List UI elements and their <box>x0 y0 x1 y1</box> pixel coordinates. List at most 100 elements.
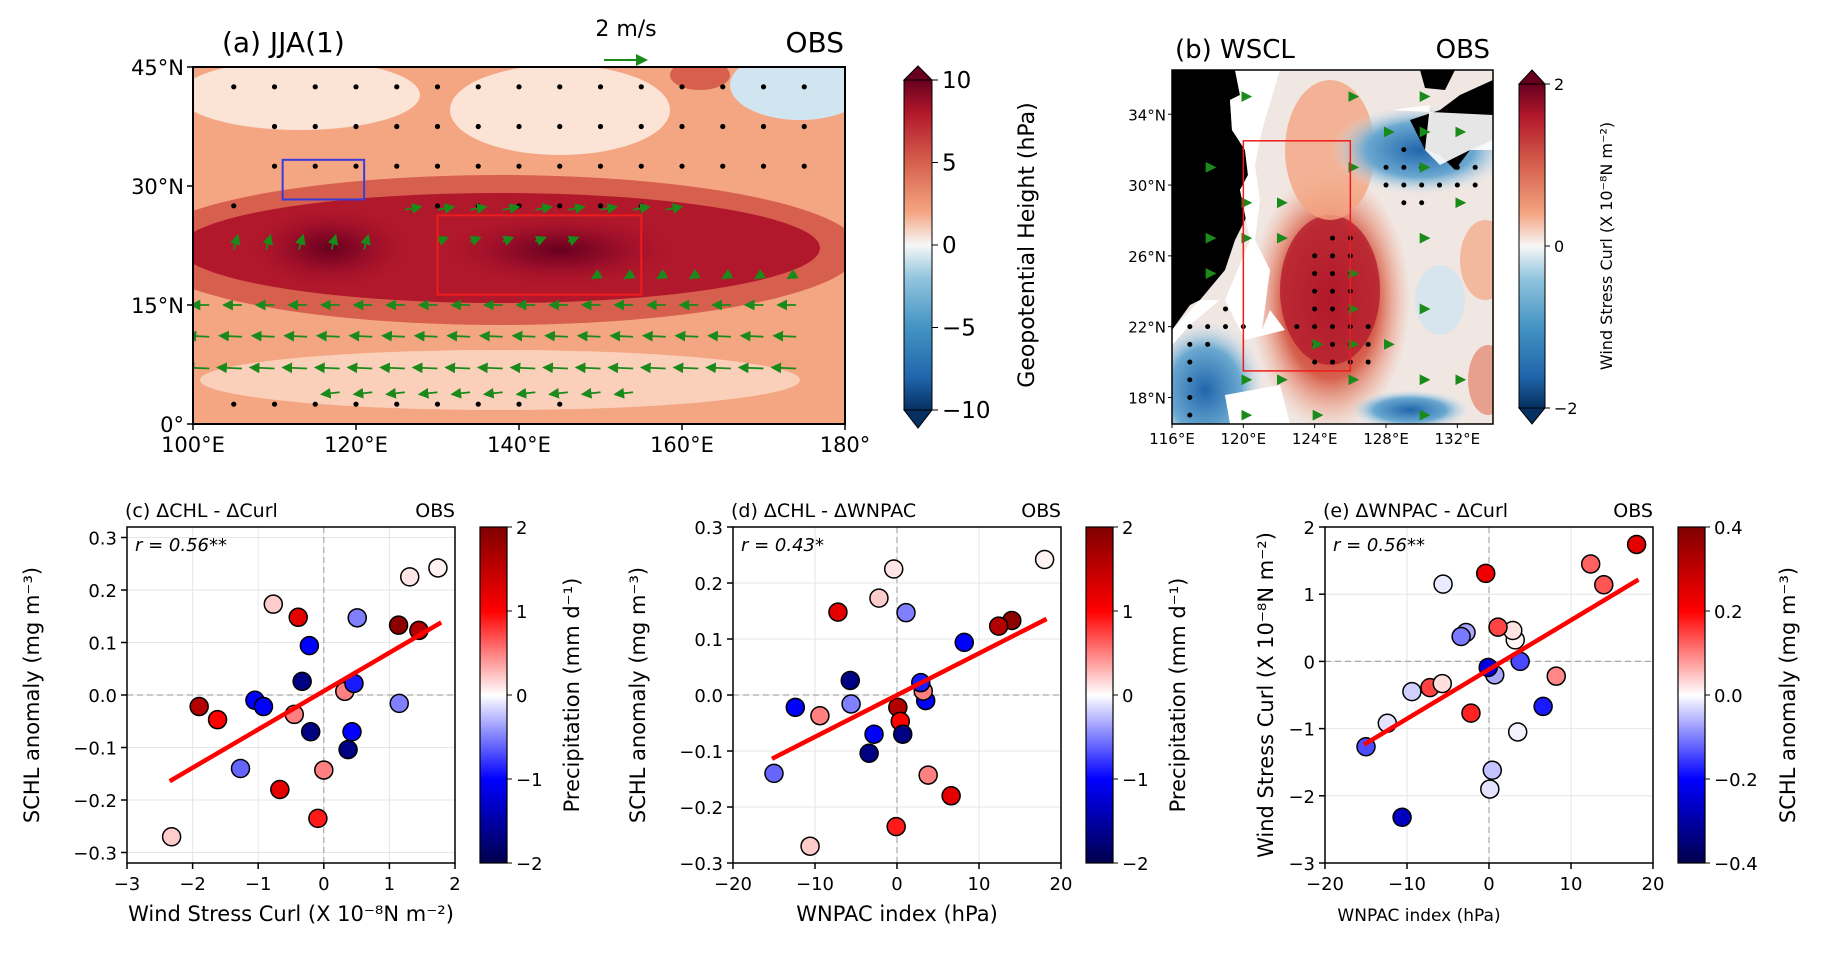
x-tick-label: 0 <box>318 874 329 895</box>
data-point <box>1547 667 1565 685</box>
stipple-dot <box>516 124 521 129</box>
stipple-dot <box>516 84 521 89</box>
data-point <box>765 764 783 782</box>
stipple-dot <box>516 164 521 169</box>
colorbar-tick-label: −1 <box>516 770 543 791</box>
data-point <box>348 609 366 627</box>
stipple-dot <box>761 124 766 129</box>
data-point <box>343 723 361 741</box>
x-tick-label-a: 160°E <box>650 433 714 457</box>
data-point <box>1452 628 1470 646</box>
colorbar-tick-label: −0.4 <box>1714 854 1758 875</box>
colorbar-a-tick-label: 5 <box>942 151 957 177</box>
data-point <box>955 633 973 651</box>
colorbar-a-tick-label: −5 <box>942 316 976 342</box>
y-tick-label-b: 22°N <box>1128 319 1166 337</box>
panel-c-obs-label: OBS <box>415 500 455 522</box>
stipple-dot <box>720 84 725 89</box>
colorbar-tick-label: 1 <box>516 602 527 623</box>
stipple-dot <box>272 164 277 169</box>
stipple-dot <box>1312 289 1317 294</box>
stipple-dot <box>1330 271 1335 276</box>
data-point <box>390 694 408 712</box>
colorbar-tick-label: 0.4 <box>1714 518 1743 539</box>
x-tick-label-b: 124°E <box>1292 430 1338 448</box>
data-point <box>829 603 847 621</box>
data-point <box>1403 683 1421 701</box>
y-tick-label: 0.2 <box>88 581 117 602</box>
stipple-dot <box>394 402 399 407</box>
x-tick-label: −20 <box>1306 874 1344 895</box>
x-tick-label: 2 <box>449 874 460 895</box>
stipple-dot <box>639 84 644 89</box>
data-point <box>1509 723 1527 741</box>
panel-c-colorbar: 210−1−2Precipitation (mm d⁻¹) <box>480 518 584 875</box>
stipple-dot <box>1330 306 1335 311</box>
stipple-dot <box>1366 324 1371 329</box>
stipple-dot <box>435 203 440 208</box>
panel-a-obs-label: OBS <box>785 26 844 59</box>
stipple-dot <box>598 124 603 129</box>
y-tick-label: −0.3 <box>73 844 117 865</box>
colorbar-label: SCHL anomaly (mg m⁻³) <box>1776 567 1800 823</box>
wind-arrow <box>707 367 731 368</box>
stipple-dot <box>802 164 807 169</box>
stipple-dot <box>1205 342 1210 347</box>
data-point <box>897 604 915 622</box>
data-point <box>841 671 859 689</box>
stipple-dot <box>557 84 562 89</box>
data-point <box>1481 780 1499 798</box>
colorbar-gradient <box>1678 527 1705 863</box>
wind-arrow <box>609 367 633 368</box>
wind-arrow <box>220 336 242 337</box>
wind-arrow <box>481 336 503 337</box>
panel-d-title: (d) ΔCHL - ΔWNPAC <box>731 500 916 522</box>
data-point <box>811 707 829 725</box>
stipple-dot <box>1473 183 1478 188</box>
stipple-dot <box>394 84 399 89</box>
data-point <box>842 695 860 713</box>
stipple-dot <box>313 402 318 407</box>
x-tick-label: 10 <box>968 874 991 895</box>
stipple-dot <box>1187 324 1192 329</box>
y-tick-label: −0.2 <box>73 791 117 812</box>
stipple-dot <box>1384 183 1389 188</box>
wind-arrow <box>742 336 764 337</box>
stipple-dot <box>476 402 481 407</box>
stipple-dot <box>1312 271 1317 276</box>
wind-arrow <box>577 367 601 368</box>
wind-arrow <box>285 336 307 337</box>
correlation-annotation: r = 0.43* <box>741 535 824 556</box>
data-point <box>1462 704 1480 722</box>
stipple-dot <box>1205 324 1210 329</box>
wind-arrow <box>546 336 568 337</box>
stipple-dot <box>1401 200 1406 205</box>
y-tick-label: 0.3 <box>88 529 117 550</box>
colorbar-tick-label: 0.0 <box>1714 686 1743 707</box>
x-tick-label: 1 <box>384 874 395 895</box>
x-tick-label: 10 <box>1560 874 1583 895</box>
stipple-dot <box>353 124 358 129</box>
x-tick-label-a: 120°E <box>324 433 388 457</box>
y-tick-label-a: 0° <box>160 413 184 437</box>
colorbar-b-tick-label: −2 <box>1554 399 1578 418</box>
data-point <box>309 809 327 827</box>
data-point <box>1477 564 1495 582</box>
data-point <box>865 725 883 743</box>
quiver-key-label: 2 m/s <box>595 17 656 42</box>
colorbar-label: Precipitation (mm d⁻¹) <box>1166 578 1190 813</box>
stipple-dot <box>272 402 277 407</box>
wind-arrow <box>251 367 275 368</box>
wind-arrow <box>318 336 340 337</box>
stipple-dot <box>272 84 277 89</box>
panel-b-obs-label: OBS <box>1436 35 1490 65</box>
data-point <box>990 617 1008 635</box>
wind-arrow <box>218 367 242 368</box>
colorbar-tick-label: 0.2 <box>1714 602 1743 623</box>
stipple-dot <box>1187 377 1192 382</box>
y-tick-label-b: 18°N <box>1128 389 1166 407</box>
wind-arrow <box>350 336 372 337</box>
stipple-dot <box>435 84 440 89</box>
panel-b-title: (b) WSCL <box>1175 35 1295 65</box>
x-tick-label: 20 <box>1050 874 1073 895</box>
